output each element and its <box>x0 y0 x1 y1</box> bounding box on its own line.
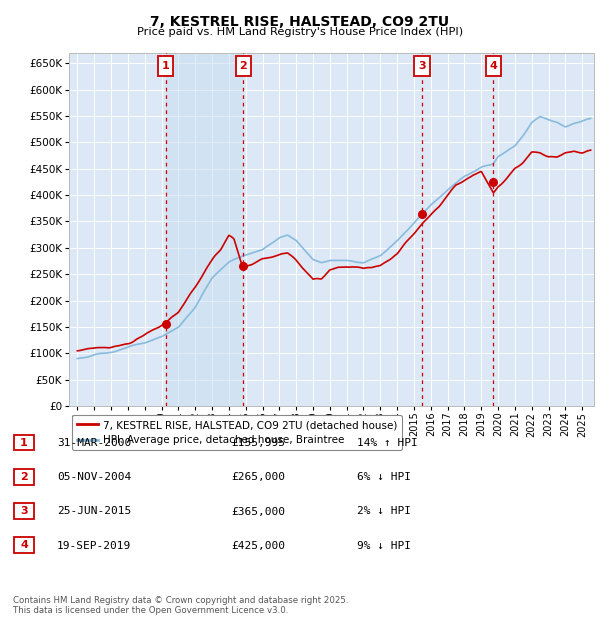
Text: 1: 1 <box>20 438 28 448</box>
Text: Price paid vs. HM Land Registry's House Price Index (HPI): Price paid vs. HM Land Registry's House … <box>137 27 463 37</box>
Text: 25-JUN-2015: 25-JUN-2015 <box>57 507 131 516</box>
Text: 2: 2 <box>20 472 28 482</box>
FancyBboxPatch shape <box>14 469 34 485</box>
Text: 14% ↑ HPI: 14% ↑ HPI <box>357 438 418 448</box>
Bar <box>415 56 430 76</box>
Text: 05-NOV-2004: 05-NOV-2004 <box>57 472 131 482</box>
Bar <box>236 56 251 76</box>
Text: 4: 4 <box>490 61 497 71</box>
Text: 3: 3 <box>20 506 28 516</box>
FancyBboxPatch shape <box>14 503 34 519</box>
Text: 6% ↓ HPI: 6% ↓ HPI <box>357 472 411 482</box>
Bar <box>486 56 501 76</box>
Bar <box>158 56 173 76</box>
Text: 7, KESTREL RISE, HALSTEAD, CO9 2TU: 7, KESTREL RISE, HALSTEAD, CO9 2TU <box>151 16 449 30</box>
Text: 9% ↓ HPI: 9% ↓ HPI <box>357 541 411 551</box>
Legend: 7, KESTREL RISE, HALSTEAD, CO9 2TU (detached house), HPI: Average price, detache: 7, KESTREL RISE, HALSTEAD, CO9 2TU (deta… <box>71 415 403 451</box>
Text: 1: 1 <box>162 61 170 71</box>
FancyBboxPatch shape <box>14 537 34 553</box>
Text: £425,000: £425,000 <box>231 541 285 551</box>
Text: 19-SEP-2019: 19-SEP-2019 <box>57 541 131 551</box>
Bar <box>166 53 243 406</box>
FancyBboxPatch shape <box>14 435 34 451</box>
Text: 2: 2 <box>239 61 247 71</box>
Text: 4: 4 <box>20 540 28 550</box>
Text: £265,000: £265,000 <box>231 472 285 482</box>
Text: 2% ↓ HPI: 2% ↓ HPI <box>357 507 411 516</box>
Text: £155,995: £155,995 <box>231 438 285 448</box>
Text: 3: 3 <box>418 61 426 71</box>
Text: Contains HM Land Registry data © Crown copyright and database right 2025.
This d: Contains HM Land Registry data © Crown c… <box>13 596 349 615</box>
Text: 31-MAR-2000: 31-MAR-2000 <box>57 438 131 448</box>
Text: £365,000: £365,000 <box>231 507 285 516</box>
